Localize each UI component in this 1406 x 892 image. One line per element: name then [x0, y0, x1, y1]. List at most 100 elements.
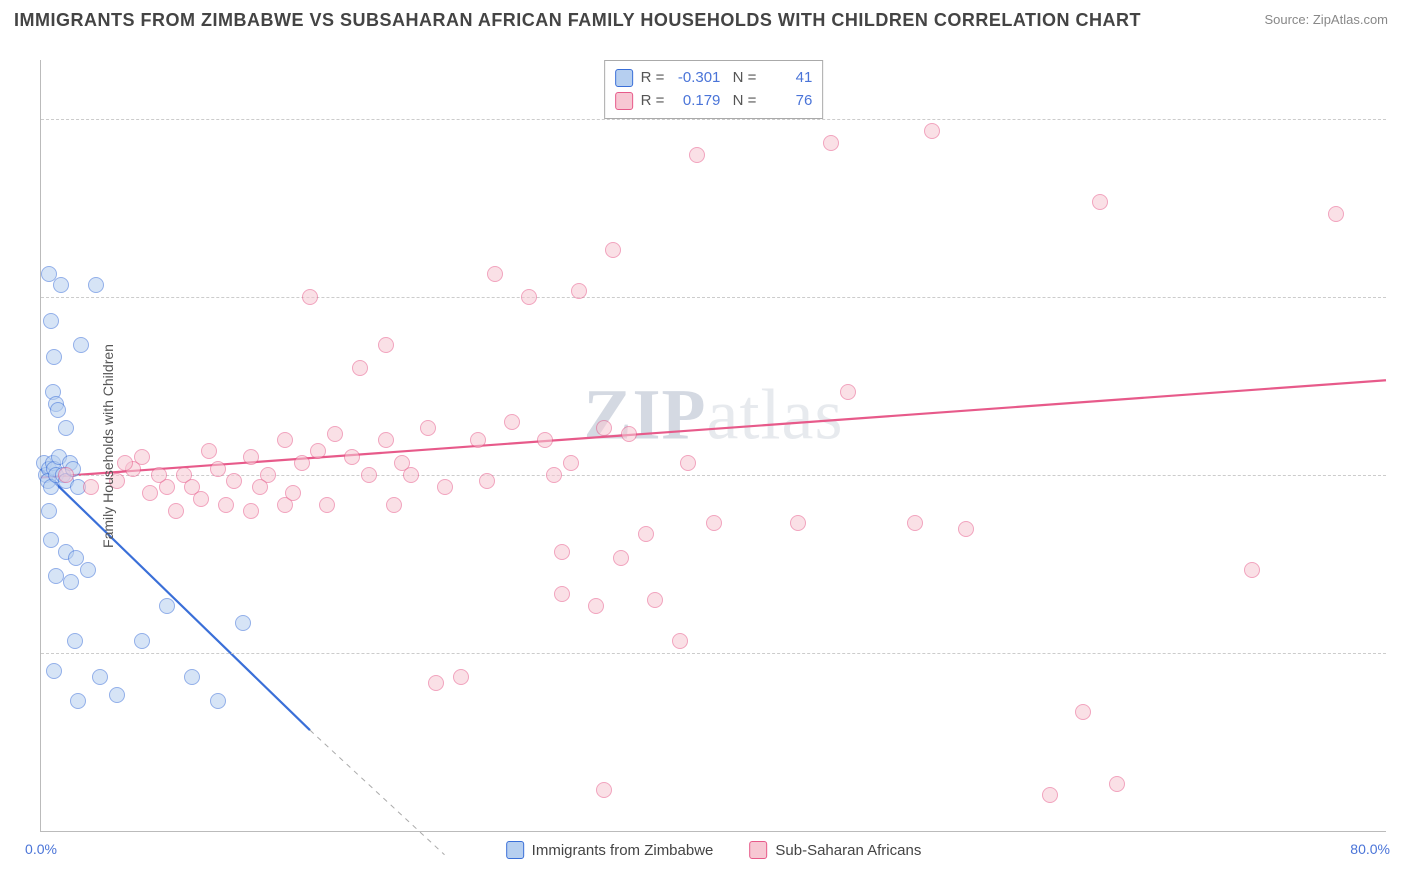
scatter-point	[117, 455, 133, 471]
scatter-point	[487, 266, 503, 282]
gridline	[41, 475, 1386, 476]
scatter-point	[588, 598, 604, 614]
swatch-icon	[615, 69, 633, 87]
swatch-icon	[506, 841, 524, 859]
scatter-point	[184, 479, 200, 495]
scatter-point	[647, 592, 663, 608]
plot-area: ZIPatlas R = -0.301 N = 41 R = 0.179 N =…	[40, 60, 1386, 832]
scatter-point	[285, 485, 301, 501]
stat-value: 41	[764, 67, 812, 90]
scatter-point	[184, 669, 200, 685]
scatter-point	[1075, 704, 1091, 720]
correlation-chart: IMMIGRANTS FROM ZIMBABWE VS SUBSAHARAN A…	[0, 0, 1406, 892]
scatter-point	[67, 633, 83, 649]
scatter-point	[50, 402, 66, 418]
scatter-point	[53, 277, 69, 293]
scatter-point	[672, 633, 688, 649]
scatter-point	[310, 443, 326, 459]
scatter-point	[1244, 562, 1260, 578]
scatter-point	[302, 289, 318, 305]
scatter-point	[344, 449, 360, 465]
scatter-point	[605, 242, 621, 258]
scatter-point	[352, 360, 368, 376]
scatter-point	[537, 432, 553, 448]
scatter-point	[210, 693, 226, 709]
trendline	[41, 380, 1386, 477]
scatter-point	[151, 467, 167, 483]
scatter-point	[43, 532, 59, 548]
scatter-point	[134, 633, 150, 649]
scatter-point	[243, 449, 259, 465]
scatter-point	[470, 432, 486, 448]
gridline	[41, 297, 1386, 298]
scatter-point	[41, 503, 57, 519]
scatter-point	[958, 521, 974, 537]
stats-row: R = 0.179 N = 76	[615, 90, 813, 113]
scatter-point	[58, 420, 74, 436]
trendline-extension	[310, 730, 445, 855]
scatter-point	[521, 289, 537, 305]
scatter-point	[479, 473, 495, 489]
scatter-point	[613, 550, 629, 566]
x-tick: 80.0%	[1350, 841, 1390, 857]
stat-label: R =	[641, 67, 665, 90]
scatter-point	[571, 283, 587, 299]
scatter-point	[46, 663, 62, 679]
scatter-point	[134, 449, 150, 465]
stat-label: N =	[728, 90, 756, 113]
gridline	[41, 653, 1386, 654]
scatter-point	[73, 337, 89, 353]
legend-label: Immigrants from Zimbabwe	[532, 842, 714, 859]
scatter-point	[319, 497, 335, 513]
scatter-point	[378, 432, 394, 448]
scatter-point	[226, 473, 242, 489]
x-tick: 0.0%	[25, 841, 57, 857]
scatter-point	[1328, 206, 1344, 222]
scatter-point	[294, 455, 310, 471]
scatter-point	[252, 479, 268, 495]
scatter-point	[621, 426, 637, 442]
legend-item: Immigrants from Zimbabwe	[506, 841, 714, 859]
scatter-point	[924, 123, 940, 139]
scatter-point	[83, 479, 99, 495]
stats-box: R = -0.301 N = 41 R = 0.179 N = 76	[604, 60, 824, 119]
scatter-point	[554, 586, 570, 602]
legend-item: Sub-Saharan Africans	[749, 841, 921, 859]
scatter-point	[420, 420, 436, 436]
y-tick: 60.0%	[1394, 111, 1406, 127]
scatter-point	[43, 313, 59, 329]
scatter-point	[638, 526, 654, 542]
scatter-point	[706, 515, 722, 531]
scatter-point	[48, 568, 64, 584]
scatter-point	[159, 598, 175, 614]
scatter-point	[168, 503, 184, 519]
scatter-point	[378, 337, 394, 353]
scatter-point	[243, 503, 259, 519]
scatter-point	[109, 687, 125, 703]
scatter-point	[277, 432, 293, 448]
scatter-point	[563, 455, 579, 471]
scatter-point	[907, 515, 923, 531]
scatter-point	[88, 277, 104, 293]
scatter-point	[823, 135, 839, 151]
scatter-point	[1109, 776, 1125, 792]
scatter-point	[46, 349, 62, 365]
scatter-point	[92, 669, 108, 685]
scatter-point	[790, 515, 806, 531]
trendlines-layer	[41, 60, 1386, 831]
scatter-point	[680, 455, 696, 471]
scatter-point	[361, 467, 377, 483]
scatter-point	[546, 467, 562, 483]
scatter-point	[689, 147, 705, 163]
scatter-point	[1042, 787, 1058, 803]
scatter-point	[596, 420, 612, 436]
scatter-point	[58, 467, 74, 483]
swatch-icon	[615, 92, 633, 110]
scatter-point	[596, 782, 612, 798]
y-tick: 45.0%	[1394, 289, 1406, 305]
scatter-point	[840, 384, 856, 400]
stats-row: R = -0.301 N = 41	[615, 67, 813, 90]
source-label: Source: ZipAtlas.com	[1264, 12, 1388, 27]
scatter-point	[235, 615, 251, 631]
scatter-point	[403, 467, 419, 483]
